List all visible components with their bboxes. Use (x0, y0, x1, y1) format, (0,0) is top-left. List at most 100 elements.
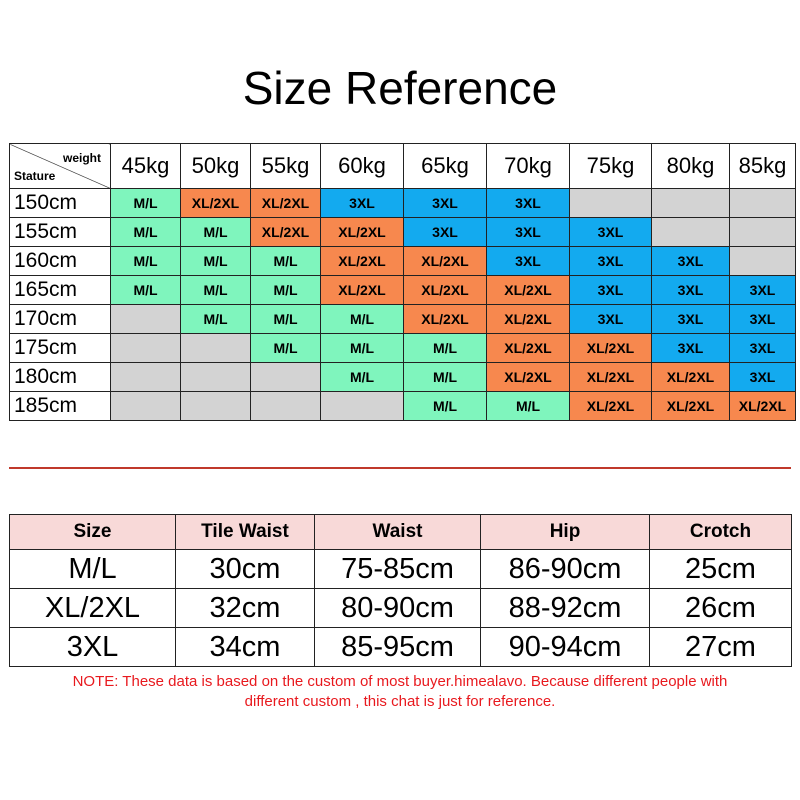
size-cell: M/L (180, 304, 251, 334)
size-name-cell: XL/2XL (9, 588, 176, 628)
stature-axis-label: Stature (14, 169, 56, 183)
size-cell: M/L (486, 391, 570, 421)
size-cell: XL/2XL (320, 217, 404, 247)
size-cell: XL/2XL (651, 362, 730, 392)
measurement-header: Size (9, 514, 176, 550)
size-name-cell: 3XL (9, 627, 176, 667)
grid-row: 185cm M/L M/L XL/2XL XL/2XL XL/2XL (9, 391, 796, 421)
size-cell: 3XL (569, 217, 652, 247)
weight-header: 60kg (320, 143, 404, 189)
grid-row: 165cm M/L M/L M/L XL/2XL XL/2XL XL/2XL 3XL 3XL 3X… (9, 275, 796, 305)
weight-header: 55kg (250, 143, 321, 189)
stature-label: 185cm (9, 391, 111, 421)
size-cell: M/L (110, 188, 181, 218)
size-cell: M/L (403, 333, 487, 363)
size-cell: M/L (110, 217, 181, 247)
measurement-cell: 80-90cm (314, 588, 481, 628)
stature-label: 170cm (9, 304, 111, 334)
grid-corner: weight Stature (9, 143, 111, 189)
size-cell: XL/2XL (320, 275, 404, 305)
size-cell: 3XL (651, 246, 730, 276)
size-cell: M/L (110, 275, 181, 305)
note-text: NOTE: These data is based on the custom … (0, 672, 800, 712)
size-cell: 3XL (403, 217, 487, 247)
size-cell: M/L (180, 275, 251, 305)
stature-label: 160cm (9, 246, 111, 276)
measurement-cell: 30cm (175, 549, 315, 589)
size-cell: XL/2XL (403, 304, 487, 334)
empty-cell (569, 188, 652, 218)
stature-label: 175cm (9, 333, 111, 363)
measurement-cell: 25cm (649, 549, 792, 589)
stature-label: 155cm (9, 217, 111, 247)
empty-cell (250, 362, 321, 392)
size-cell: 3XL (486, 246, 570, 276)
empty-cell (320, 391, 404, 421)
weight-axis-label: weight (63, 151, 101, 165)
size-cell: 3XL (729, 362, 796, 392)
size-cell: M/L (320, 333, 404, 363)
empty-cell (110, 362, 181, 392)
size-cell: XL/2XL (250, 217, 321, 247)
size-cell: XL/2XL (320, 246, 404, 276)
size-cell: XL/2XL (403, 246, 487, 276)
size-cell: M/L (320, 304, 404, 334)
measurement-row: 3XL 34cm 85-95cm 90-94cm 27cm (9, 627, 792, 667)
grid-header-row: weight Stature 45kg 50kg 55kg 60kg 65kg 70kg 75k… (9, 143, 796, 189)
size-cell: XL/2XL (486, 304, 570, 334)
weight-header: 65kg (403, 143, 487, 189)
size-cell: M/L (180, 217, 251, 247)
size-cell: XL/2XL (403, 275, 487, 305)
measurement-header: Crotch (649, 514, 792, 550)
size-cell: XL/2XL (569, 391, 652, 421)
empty-cell (729, 246, 796, 276)
empty-cell (180, 362, 251, 392)
size-cell: XL/2XL (250, 188, 321, 218)
measurement-row: M/L 30cm 75-85cm 86-90cm 25cm (9, 549, 792, 589)
empty-cell (110, 391, 181, 421)
stature-label: 150cm (9, 188, 111, 218)
size-grid: weight Stature 45kg 50kg 55kg 60kg 65kg 70kg 75k… (9, 143, 796, 421)
weight-header: 50kg (180, 143, 251, 189)
size-cell: M/L (250, 246, 321, 276)
empty-cell (110, 304, 181, 334)
grid-row: 180cm M/L M/L XL/2XL XL/2XL XL/2XL 3XL (9, 362, 796, 392)
size-cell: M/L (250, 275, 321, 305)
size-cell: M/L (320, 362, 404, 392)
size-cell: XL/2XL (651, 391, 730, 421)
measurement-cell: 85-95cm (314, 627, 481, 667)
size-cell: 3XL (403, 188, 487, 218)
size-cell: 3XL (569, 275, 652, 305)
size-cell: 3XL (320, 188, 404, 218)
note-line-2: different custom , this chat is just for… (244, 693, 556, 710)
size-cell: 3XL (569, 246, 652, 276)
size-cell: XL/2XL (569, 333, 652, 363)
size-cell: 3XL (486, 188, 570, 218)
measurement-cell: 75-85cm (314, 549, 481, 589)
size-cell: M/L (403, 362, 487, 392)
size-cell: 3XL (729, 304, 796, 334)
size-cell: 3XL (569, 304, 652, 334)
measurement-cell: 27cm (649, 627, 792, 667)
size-cell: XL/2XL (486, 333, 570, 363)
measurement-row: XL/2XL 32cm 80-90cm 88-92cm 26cm (9, 588, 792, 628)
size-cell: M/L (250, 304, 321, 334)
measurement-header-row: Size Tile Waist Waist Hip Crotch (9, 514, 792, 550)
weight-header: 45kg (110, 143, 181, 189)
size-cell: M/L (250, 333, 321, 363)
size-cell: M/L (180, 246, 251, 276)
section-divider (9, 467, 791, 469)
size-cell: 3XL (651, 304, 730, 334)
grid-row: 155cm M/L M/L XL/2XL XL/2XL 3XL 3XL 3XL (9, 217, 796, 247)
weight-header: 70kg (486, 143, 570, 189)
size-cell: 3XL (651, 275, 730, 305)
measurement-table: Size Tile Waist Waist Hip Crotch M/L 30cm 75-8… (9, 514, 792, 667)
weight-header: 75kg (569, 143, 652, 189)
measurement-header: Hip (480, 514, 650, 550)
size-cell: M/L (110, 246, 181, 276)
grid-row: 160cm M/L M/L M/L XL/2XL XL/2XL 3XL 3XL 3XL (9, 246, 796, 276)
size-cell: XL/2XL (729, 391, 796, 421)
empty-cell (250, 391, 321, 421)
size-name-cell: M/L (9, 549, 176, 589)
grid-row: 170cm M/L M/L M/L XL/2XL XL/2XL 3XL 3XL 3XL (9, 304, 796, 334)
